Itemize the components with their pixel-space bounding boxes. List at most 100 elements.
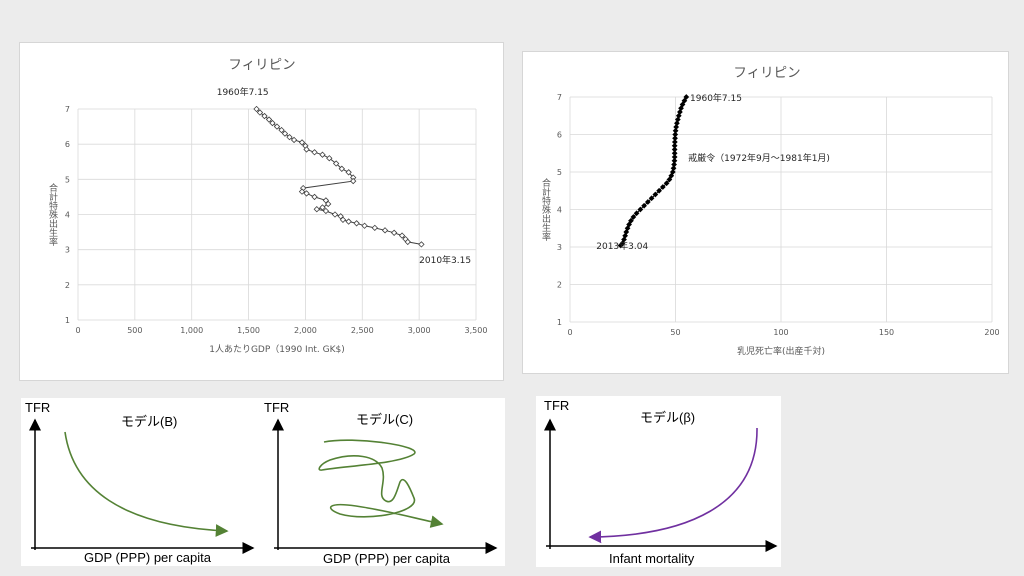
data-point [637,206,644,213]
data-point [633,210,640,217]
data-point [298,188,306,195]
data-point [313,206,320,213]
model-beta-panel: TFR モデル(β) Infant mortality [536,396,781,567]
data-point [278,126,285,134]
model-c-panel: TFR モデル(C) GDP (PPP) per capita [264,398,508,566]
data-point [679,101,686,108]
y-tick-label: 4 [557,206,562,215]
y-tick-label: 3 [65,246,70,255]
data-point [361,222,368,229]
data-point [339,216,347,223]
data-point [404,238,411,246]
model-c-title: モデル(C) [356,412,413,427]
y-tick-label: 6 [557,131,562,140]
x-tick-label: 150 [879,328,894,337]
y-tick-label: 1 [557,318,562,327]
data-point [322,207,330,215]
x-tick-label: 200 [984,328,999,337]
model-c-x-label: GDP (PPP) per capita [323,551,451,566]
model-b-panel: TFR モデル(B) GDP (PPP) per capita [21,398,505,566]
model-beta-title: モデル(β) [640,410,695,425]
data-point [371,224,378,232]
annotation-label: 2013年3.04 [596,240,648,252]
x-tick-label: 2,500 [351,326,374,335]
data-point [656,187,662,194]
data-point [265,116,273,123]
y-tick-label: 5 [557,168,562,177]
data-point [668,172,675,179]
annotation-label: 1960年7.15 [690,92,742,104]
data-point [303,190,310,197]
y-tick-label: 5 [65,175,70,184]
data-point [332,160,340,167]
data-point [626,221,632,228]
chart-title: フィリピン [733,65,800,81]
annotation-label: 戒厳令（1972年9月〜1981年1月) [688,152,830,164]
data-point [669,169,676,175]
data-point [617,242,624,249]
data-point [418,241,425,248]
data-point [381,227,389,234]
data-point [298,139,306,146]
y-tick-label: 2 [557,281,562,290]
data-point [621,236,627,243]
data-point [350,177,357,185]
annotation-label: 1960年7.15 [217,86,269,98]
data-point [319,151,326,158]
chart-infant-mortality-panel: 0 50 100 150 200 1 2 3 4 5 6 7 フィリピン 乳児死亡率(出産千対) 合計特殊出… [522,51,1009,374]
data-point [644,199,651,205]
model-beta-x-label: Infant mortality [609,551,695,566]
x-tick-label: 3,500 [465,326,488,335]
data-point [663,180,670,187]
x-axis-label: 乳児死亡率(出産千対) [737,345,825,357]
x-tick-label: 2,000 [294,326,317,335]
data-point [303,146,310,153]
data-point [256,109,264,116]
data-point [322,197,330,204]
x-tick-label: 50 [670,328,680,337]
data-point [253,105,260,113]
data-point [326,155,333,162]
data-point [281,130,289,137]
data-point [338,165,345,172]
data-point [353,220,360,227]
data-point [286,133,293,141]
data-point [641,202,647,209]
data-point [345,169,352,176]
data-point [652,191,659,198]
data-point [648,195,655,202]
model-b-x-label: GDP (PPP) per capita [84,550,212,565]
model-beta-y-label: TFR [544,398,569,413]
data-point [345,218,352,225]
data-point [261,112,268,120]
y-tick-label: 7 [65,105,70,114]
data-point [319,204,326,211]
chart-gdp-panel: 0 500 1,000 1,500 2,000 2,500 3,000 3,500 1 2 3 4 5 6… [19,42,504,381]
x-axis-label: 1人あたりGDP（1990 Int. GK$) [209,344,345,355]
x-tick-label: 3,000 [408,326,431,335]
x-tick-label: 1,500 [237,326,260,335]
x-tick-label: 100 [773,328,788,337]
y-tick-label: 6 [65,140,70,149]
y-tick-label: 1 [65,316,70,325]
x-tick-label: 500 [127,326,142,335]
data-point [269,119,276,127]
data-point [681,97,688,104]
chart-gdp: 0 500 1,000 1,500 2,000 2,500 3,000 3,500 1 2 3 4 5 6… [47,57,488,355]
model-beta-diagram: TFR モデル(β) Infant mortality [544,398,778,566]
data-point [659,184,666,190]
data-point [311,193,318,201]
data-point [683,94,690,100]
y-tick-label: 7 [557,93,562,102]
x-tick-label: 0 [75,326,80,335]
data-point [398,232,406,239]
data-point [630,214,637,220]
data-point [311,149,318,156]
model-beta-curve [588,427,758,544]
model-b-diagram: TFR モデル(B) GDP (PPP) per capita [25,400,255,565]
data-point [390,229,398,236]
y-axis-label: 合計特殊出生率 [540,177,551,242]
data-point [290,136,298,144]
model-c-diagram: TFR モデル(C) GDP (PPP) per capita [264,400,498,566]
